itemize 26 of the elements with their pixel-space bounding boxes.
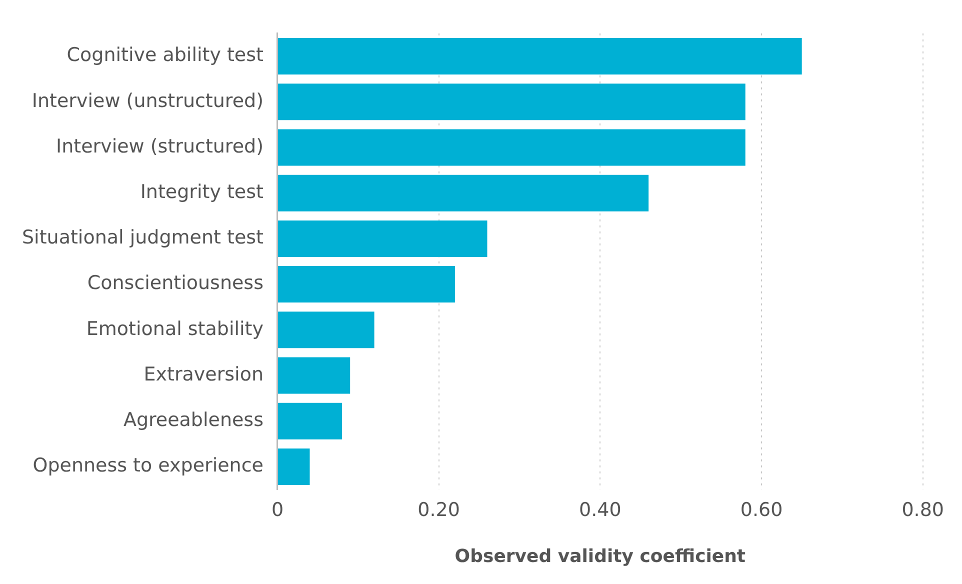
y-tick-label: Extraversion — [144, 363, 264, 386]
y-tick-label: Conscientiousness — [87, 272, 264, 294]
x-tick-label: 0.80 — [902, 498, 944, 521]
bar — [278, 448, 310, 486]
y-tick-label: Openness to experience — [32, 454, 264, 477]
x-axis-title: Observed validity coefficient — [454, 546, 746, 567]
bar — [278, 38, 802, 74]
x-tick-label: 0.60 — [740, 498, 783, 521]
bar — [278, 174, 649, 212]
bar — [278, 129, 746, 166]
bar — [278, 220, 488, 257]
y-tick-label: Emotional stability — [86, 318, 264, 340]
bar — [278, 357, 350, 394]
x-tick-label: 0.40 — [579, 498, 622, 521]
y-tick-label: Agreeableness — [123, 409, 264, 432]
y-tick-label: Cognitive ability test — [66, 44, 264, 66]
x-tick-label: 0.20 — [418, 498, 460, 521]
y-tick-label: Interview (structured) — [56, 135, 264, 158]
y-tick-label: Interview (unstructured) — [32, 90, 264, 112]
y-tick-label: Situational judgment test — [22, 226, 264, 249]
bar — [278, 312, 374, 348]
x-tick-label: 0 — [271, 498, 284, 521]
bar — [278, 266, 455, 303]
bar — [278, 402, 342, 440]
bar — [278, 84, 746, 120]
y-tick-label: Integrity test — [140, 181, 264, 204]
